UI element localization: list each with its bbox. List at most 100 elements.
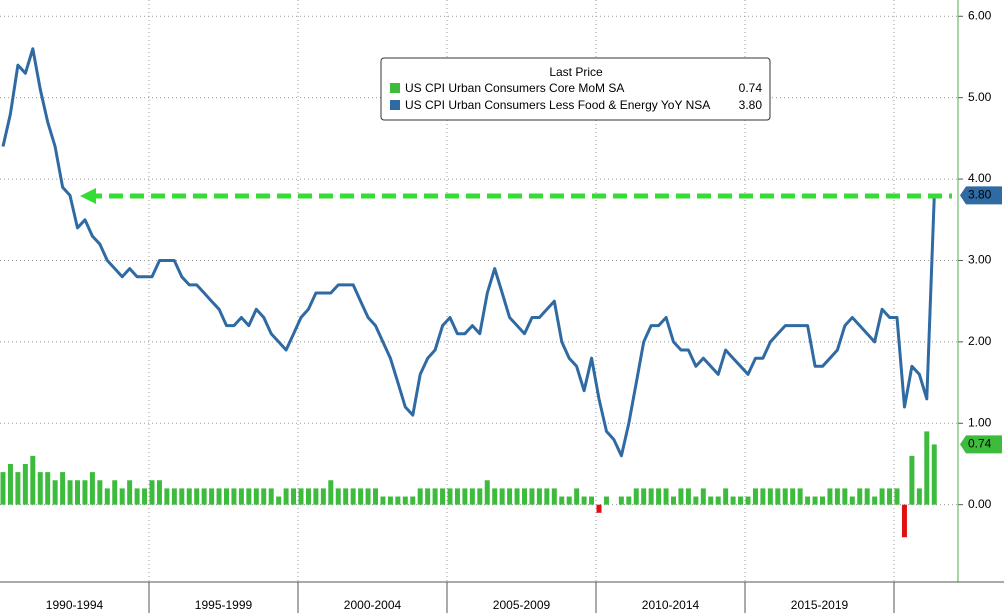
- bar: [842, 488, 848, 505]
- bar: [864, 488, 870, 505]
- bar: [60, 472, 66, 505]
- bar: [723, 488, 729, 505]
- bar: [551, 488, 557, 505]
- bar: [603, 496, 609, 505]
- last-value-tag: [960, 435, 1002, 454]
- bar: [67, 480, 73, 505]
- bar: [380, 496, 386, 505]
- bar: [313, 488, 319, 505]
- bar: [82, 480, 88, 505]
- bar: [790, 488, 796, 505]
- bar: [499, 488, 505, 505]
- bar: [574, 488, 580, 505]
- bar: [566, 496, 572, 505]
- bar: [469, 488, 475, 505]
- bar: [820, 496, 825, 505]
- bar: [656, 488, 662, 505]
- bar: [693, 496, 699, 505]
- bar: [75, 480, 80, 505]
- y-tick-label: 6.00: [968, 8, 992, 22]
- bar: [156, 480, 162, 505]
- bar: [454, 488, 460, 505]
- legend-label: US CPI Urban Consumers Core MoM SA: [405, 81, 624, 95]
- y-tick-label: 4.00: [968, 171, 992, 185]
- bar: [812, 496, 818, 505]
- bar: [492, 488, 498, 505]
- bar: [246, 488, 252, 505]
- bar: [373, 488, 378, 505]
- x-period-label: 2000-2004: [344, 598, 402, 612]
- bar: [112, 480, 118, 505]
- bar: [89, 472, 95, 505]
- bar: [410, 496, 416, 505]
- bar: [387, 496, 393, 505]
- bar: [805, 496, 811, 505]
- x-period-label: 2005-2009: [493, 598, 551, 612]
- y-tick-label: 5.00: [968, 90, 992, 104]
- bar: [760, 488, 766, 505]
- bar: [22, 463, 28, 505]
- bar: [395, 496, 401, 505]
- bar: [745, 496, 751, 505]
- x-period-label: 1990-1994: [46, 598, 104, 612]
- bar: [924, 431, 930, 505]
- bar: [432, 488, 438, 505]
- x-period-label: 2015-2019: [791, 598, 849, 612]
- legend-label: US CPI Urban Consumers Less Food & Energ…: [405, 98, 710, 112]
- bar: [901, 504, 907, 538]
- bar: [358, 488, 364, 505]
- bar: [477, 488, 483, 505]
- bar: [879, 488, 885, 505]
- bar: [633, 488, 639, 505]
- bar: [596, 504, 602, 513]
- bar: [447, 488, 453, 505]
- bar: [775, 488, 781, 505]
- bar: [104, 488, 110, 505]
- bar: [45, 472, 51, 505]
- bar: [194, 488, 200, 505]
- bar: [253, 488, 259, 505]
- bar: [663, 488, 669, 505]
- last-value-label: 0.74: [968, 437, 992, 451]
- arrow-head: [80, 188, 96, 204]
- bar: [186, 488, 192, 505]
- bar: [119, 488, 125, 505]
- bar: [179, 488, 185, 505]
- last-value-tag: [960, 186, 1002, 205]
- bar: [484, 480, 490, 505]
- bar: [767, 488, 773, 505]
- bar: [752, 488, 758, 505]
- bar: [872, 496, 878, 505]
- bar: [276, 496, 282, 505]
- bar: [648, 488, 654, 505]
- bar: [887, 488, 893, 505]
- bar: [522, 488, 527, 505]
- bar: [909, 455, 915, 505]
- legend-box: [380, 57, 771, 121]
- bar: [730, 496, 736, 505]
- y-tick-label: 1.00: [968, 415, 992, 429]
- bar: [30, 455, 36, 505]
- bar: [216, 488, 222, 505]
- legend-title: Last Price: [549, 65, 603, 79]
- bar: [0, 472, 6, 505]
- bar: [559, 496, 565, 505]
- bar: [544, 488, 550, 505]
- bar: [589, 496, 595, 505]
- legend-value: 3.80: [739, 98, 763, 112]
- last-value-label: 3.80: [968, 188, 992, 202]
- line: [1, 47, 936, 458]
- x-period-label: 1995-1999: [195, 598, 253, 612]
- bar: [209, 488, 215, 505]
- bar: [231, 488, 237, 505]
- bar: [261, 488, 267, 505]
- bar: [440, 488, 446, 505]
- bar: [857, 488, 863, 505]
- bar: [402, 496, 408, 505]
- bar: [425, 488, 431, 505]
- y-tick-label: 0.00: [968, 497, 992, 511]
- bar: [671, 496, 676, 505]
- bar: [514, 488, 520, 505]
- bar: [142, 488, 148, 505]
